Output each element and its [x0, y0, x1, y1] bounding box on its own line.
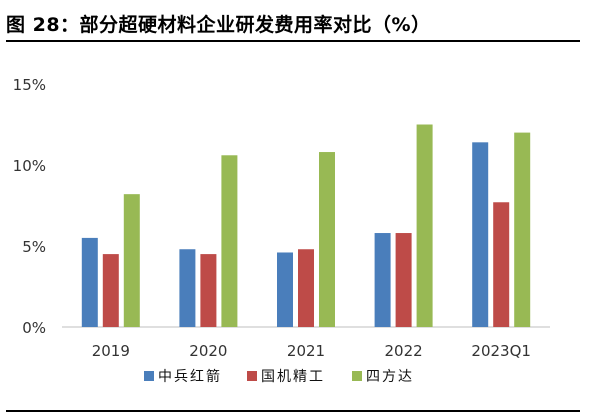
- x-tick-label: 2023Q1: [471, 342, 531, 360]
- bar: [81, 237, 98, 327]
- bar: [514, 132, 531, 327]
- legend-swatch: [247, 371, 257, 381]
- x-tick-label: 2020: [189, 342, 227, 360]
- bar: [221, 155, 238, 327]
- title-divider: [6, 40, 580, 42]
- y-tick-label: 0%: [22, 319, 46, 337]
- bar: [416, 124, 433, 327]
- x-axis: 2019 2020 2021 2022 2023Q1: [92, 342, 531, 360]
- bar: [493, 202, 510, 327]
- x-tick-label: 2019: [92, 342, 130, 360]
- legend-swatch: [144, 371, 154, 381]
- bottom-divider: [6, 410, 580, 412]
- bar: [374, 233, 391, 327]
- bar: [179, 249, 196, 327]
- x-tick-label: 2021: [287, 342, 325, 360]
- bar: [123, 194, 140, 327]
- x-tick-label: 2022: [385, 342, 423, 360]
- legend: 中兵红箭 国机精工 四方达: [144, 368, 414, 385]
- legend-label: 国机精工: [261, 369, 325, 385]
- y-tick-label: 10%: [13, 157, 46, 175]
- bar: [395, 233, 412, 327]
- bar: [298, 249, 314, 327]
- legend-label: 四方达: [366, 369, 414, 385]
- chart-title: 图 28：部分超硬材料企业研发费用率对比（%）: [6, 14, 431, 36]
- bar: [102, 254, 119, 327]
- y-axis: 0% 5% 10% 15%: [13, 76, 46, 337]
- y-tick-label: 5%: [22, 238, 46, 256]
- bar: [472, 142, 489, 327]
- y-tick-label: 15%: [13, 76, 46, 94]
- legend-swatch: [352, 371, 362, 381]
- bar: [277, 252, 293, 327]
- legend-label: 中兵红箭: [158, 368, 222, 385]
- bar: [200, 254, 217, 327]
- bars: [81, 124, 531, 327]
- bar: [319, 152, 335, 327]
